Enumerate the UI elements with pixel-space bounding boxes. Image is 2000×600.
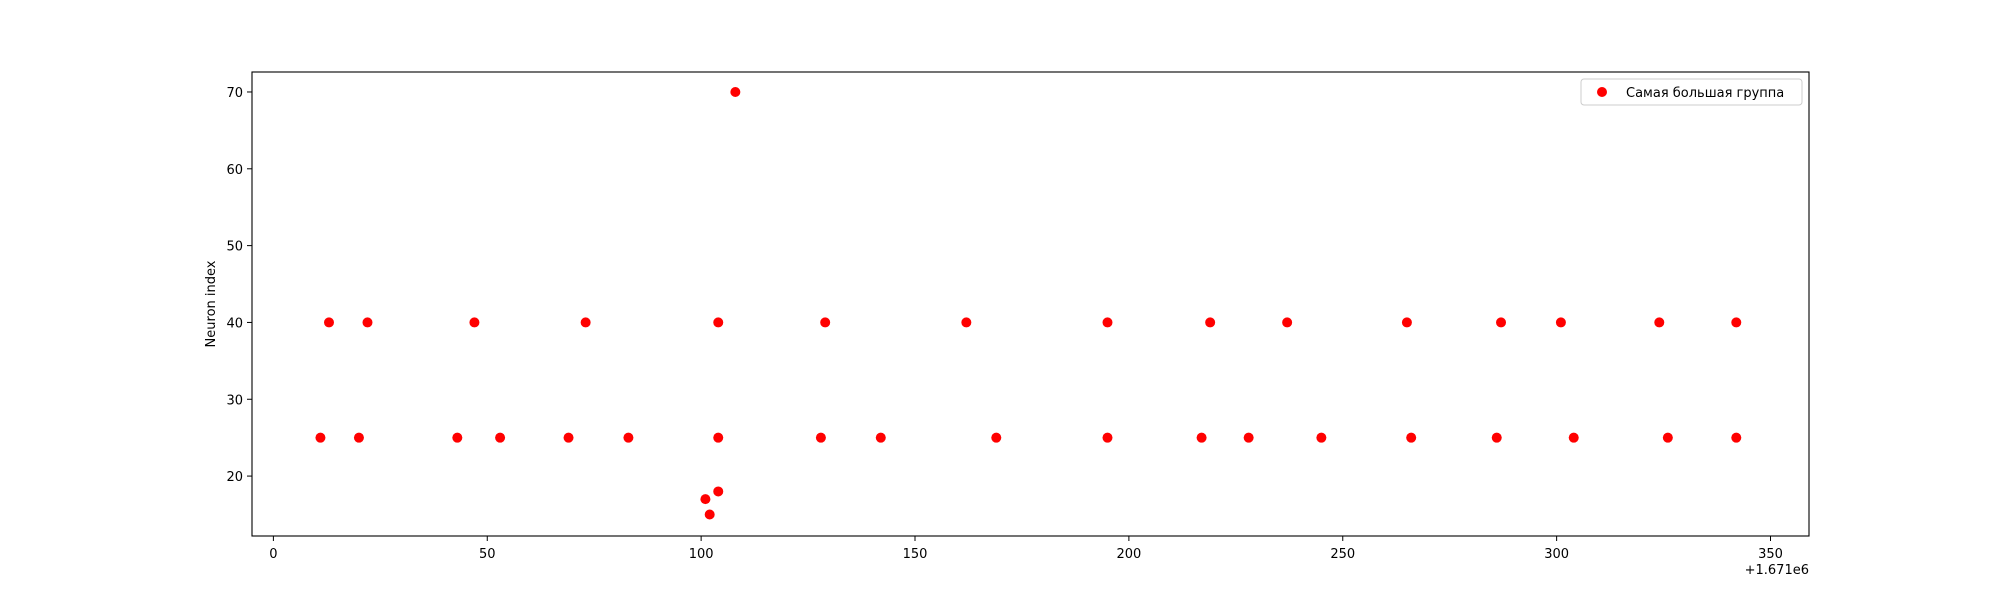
data-point — [875, 432, 886, 443]
legend-label: Самая большая группа — [1626, 86, 1784, 101]
data-point — [1491, 432, 1502, 443]
data-points — [315, 86, 1742, 520]
x-tick-label: 250 — [1330, 547, 1355, 562]
data-point — [1205, 317, 1216, 328]
y-tick-label: 40 — [226, 316, 243, 331]
legend-marker — [1597, 87, 1607, 97]
data-point — [1731, 432, 1742, 443]
data-point — [1568, 432, 1579, 443]
y-tick-label: 30 — [226, 393, 243, 408]
data-point — [713, 317, 724, 328]
data-point — [991, 432, 1002, 443]
y-axis-label: Neuron index — [204, 260, 219, 347]
y-tick-label: 70 — [226, 86, 243, 101]
data-point — [1654, 317, 1665, 328]
data-point — [820, 317, 831, 328]
data-point — [815, 432, 826, 443]
legend-box — [1580, 78, 1803, 106]
data-point — [1243, 432, 1254, 443]
x-tick-label: 150 — [903, 547, 928, 562]
data-point — [353, 432, 364, 443]
x-tick-label: 50 — [479, 547, 496, 562]
data-point — [623, 432, 634, 443]
x-offset-label: +1.671e6 — [1745, 563, 1809, 578]
data-point — [1662, 432, 1673, 443]
data-point — [1406, 432, 1417, 443]
data-point — [730, 86, 741, 97]
data-point — [580, 317, 591, 328]
data-point — [1555, 317, 1566, 328]
y-axis: 20 30 40 50 60 70 — [226, 86, 252, 485]
data-point — [1102, 317, 1113, 328]
data-point — [700, 494, 711, 505]
y-tick-label: 50 — [226, 240, 243, 255]
data-point — [315, 432, 326, 443]
data-point — [1316, 432, 1327, 443]
data-point — [362, 317, 373, 328]
data-point — [961, 317, 972, 328]
data-point — [1282, 317, 1293, 328]
data-point — [1496, 317, 1507, 328]
data-point — [713, 432, 724, 443]
legend: Самая большая группа — [1580, 78, 1803, 106]
x-tick-label: 100 — [689, 547, 714, 562]
data-point — [1731, 317, 1742, 328]
x-tick-label: 300 — [1544, 547, 1569, 562]
x-axis: 0 50 100 150 200 250 300 350 — [269, 536, 1783, 562]
plot-frame — [251, 71, 1810, 537]
data-point — [1102, 432, 1113, 443]
data-point — [704, 509, 715, 520]
data-point — [713, 486, 724, 497]
data-point — [495, 432, 506, 443]
data-point — [1196, 432, 1207, 443]
data-point — [323, 317, 334, 328]
y-tick-label: 20 — [226, 470, 243, 485]
data-point — [1401, 317, 1412, 328]
x-tick-label: 200 — [1116, 547, 1141, 562]
data-point — [563, 432, 574, 443]
data-point — [469, 317, 480, 328]
data-point — [452, 432, 463, 443]
x-tick-label: 0 — [269, 547, 277, 562]
y-tick-label: 60 — [226, 163, 243, 178]
x-tick-label: 350 — [1758, 547, 1783, 562]
